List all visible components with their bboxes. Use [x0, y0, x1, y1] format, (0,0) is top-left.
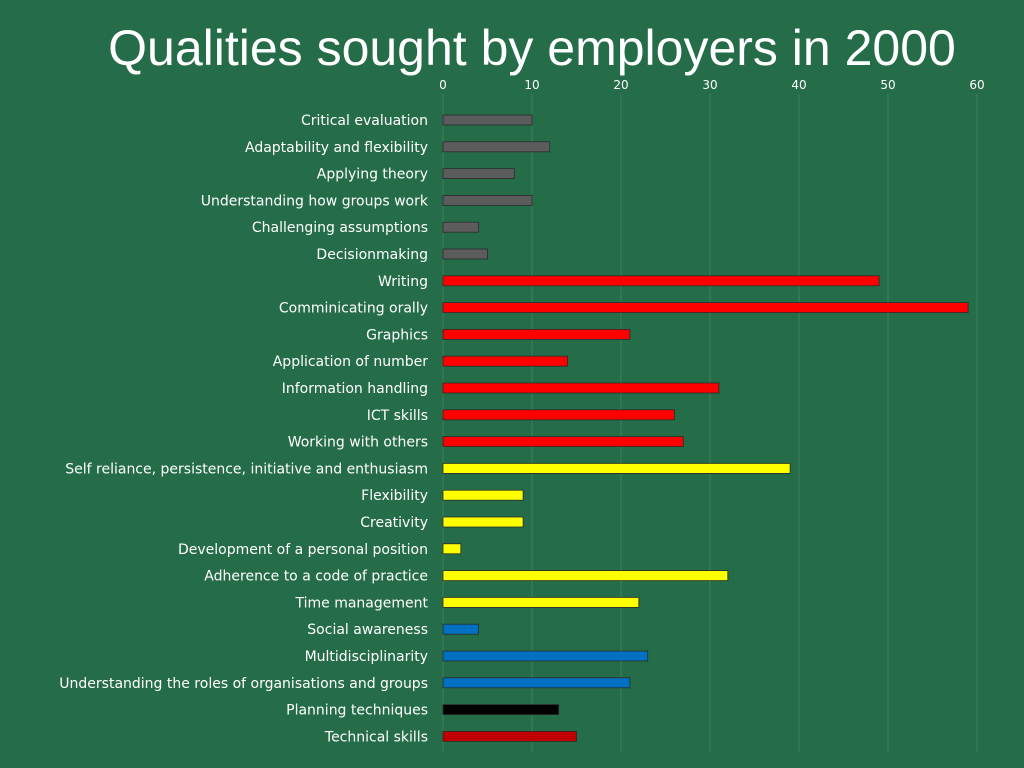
bar	[442, 543, 462, 555]
category-label: Development of a personal position	[178, 542, 428, 558]
bar	[442, 436, 684, 448]
category-label: Critical evaluation	[301, 113, 428, 129]
category-label: Understanding how groups work	[201, 193, 429, 209]
category-label: Social awareness	[307, 622, 428, 638]
category-label: Self reliance, persistence, initiative a…	[65, 461, 428, 477]
category-label: Decisionmaking	[316, 247, 428, 263]
bar	[442, 597, 640, 608]
category-label: Graphics	[366, 327, 428, 343]
x-tick-label: 40	[791, 78, 806, 92]
bar	[442, 248, 488, 260]
bar	[442, 141, 551, 153]
bar	[442, 355, 568, 367]
x-tick-label: 30	[702, 78, 717, 92]
category-label: Writing	[378, 274, 428, 290]
bar	[442, 623, 479, 635]
category-label: Applying theory	[317, 167, 428, 183]
bar	[442, 731, 577, 742]
category-label: Creativity	[360, 515, 428, 531]
x-tick-label: 20	[613, 78, 628, 92]
category-label: Time management	[295, 595, 429, 611]
bar	[442, 570, 729, 581]
x-tick-label: 50	[880, 78, 895, 92]
category-label: Application of number	[273, 354, 429, 370]
x-tick-label: 0	[439, 78, 447, 92]
category-label: ICT skills	[367, 408, 428, 424]
category-label: Technical skills	[324, 729, 428, 745]
bar	[442, 168, 515, 180]
bar	[442, 489, 524, 501]
bar	[442, 328, 631, 340]
category-label: Comminicating orally	[279, 301, 428, 317]
x-axis-ticks: 0 10 20 30 40 50 60	[439, 78, 984, 92]
x-tick-label: 10	[524, 78, 539, 92]
bar	[442, 194, 533, 206]
category-label: Multidisciplinarity	[305, 649, 428, 665]
slide-title: Qualities sought by employers in 2000	[108, 20, 956, 76]
category-label: Flexibility	[361, 488, 428, 504]
category-label: Information handling	[282, 381, 428, 397]
category-label: Adherence to a code of practice	[204, 569, 428, 585]
category-label: Working with others	[288, 435, 428, 451]
category-labels: Critical evaluation Adaptability and flex…	[59, 113, 429, 745]
bar	[442, 462, 791, 474]
bar	[442, 114, 533, 126]
bar	[442, 650, 649, 662]
x-tick-label: 60	[969, 78, 984, 92]
bar	[442, 516, 524, 528]
bars	[442, 114, 969, 742]
bar	[442, 275, 880, 287]
category-label: Understanding the roles of organisations…	[59, 676, 428, 692]
category-label: Planning techniques	[286, 703, 428, 719]
bar	[442, 677, 631, 689]
category-label: Challenging assumptions	[252, 220, 428, 236]
category-label: Adaptability and flexibility	[245, 140, 428, 156]
bar	[442, 704, 560, 715]
bar	[442, 302, 969, 314]
bar	[442, 409, 675, 421]
bar	[442, 382, 720, 394]
bar	[442, 221, 479, 233]
